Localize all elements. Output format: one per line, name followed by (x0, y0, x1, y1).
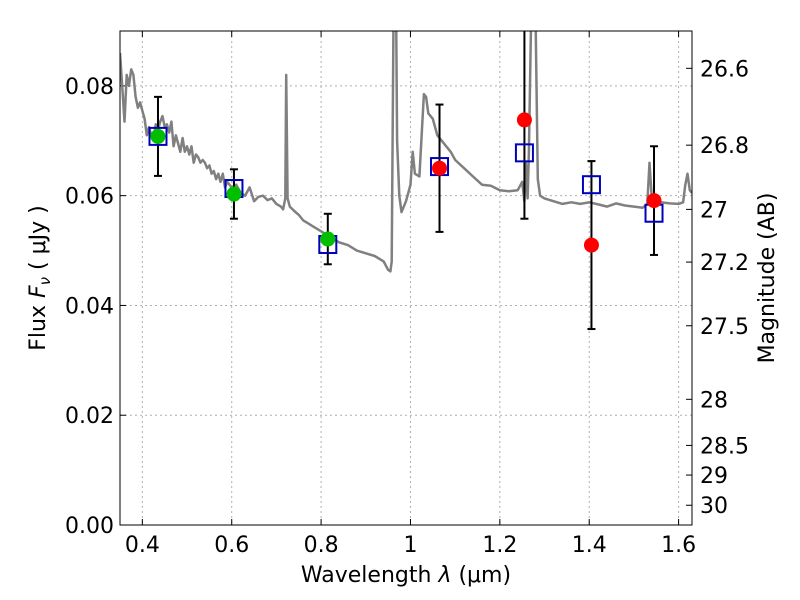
y2-tick-label: 27.5 (700, 315, 749, 340)
y2-tick-label: 28.5 (700, 434, 749, 459)
y-tick-label: 0.00 (65, 514, 114, 539)
y-axis-title-subscript: ν (36, 277, 54, 285)
optical-data-point (320, 231, 336, 247)
x-tick-label: 1.6 (661, 533, 696, 558)
model-square-marker (514, 143, 534, 163)
x-tick-label: 0.4 (125, 533, 160, 558)
y2-tick-label: 29 (700, 464, 728, 489)
y-axis-title-prefix: Flux (26, 305, 51, 351)
y2-tick-label: 27.2 (700, 251, 749, 276)
nir-data-point (583, 237, 599, 253)
x-axis-title-prefix: Wavelength (301, 563, 432, 588)
x-axis-title: Wavelength λ (μm) (301, 563, 511, 588)
y2-tick-label: 27 (700, 198, 728, 223)
model-square-marker (148, 126, 168, 146)
x-ticks: 0.4 0.6 0.8 1 1.2 1.4 1.6 (125, 31, 696, 558)
x-axis-title-unit: (μm) (458, 563, 511, 588)
y-axis-title: Flux Fν ( μJy ) (26, 205, 56, 350)
y2-tick-label: 26.8 (700, 134, 749, 159)
nir-data-point (516, 112, 532, 128)
y2-tick-label: 28 (700, 388, 728, 413)
nir-data-point (432, 160, 448, 176)
x-tick-label: 1.2 (482, 533, 517, 558)
x-tick-label: 0.8 (304, 533, 339, 558)
y2-tick-label: 26.6 (700, 57, 749, 82)
y-tick-label: 0.02 (65, 404, 114, 429)
y2-tick-label: 30 (700, 494, 728, 519)
y-tick-label: 0.08 (65, 75, 114, 100)
x-tick-label: 1 (403, 533, 417, 558)
x-axis-title-symbol: λ (437, 563, 451, 588)
model-square-marker (581, 175, 601, 195)
y-tick-label: 0.04 (65, 294, 114, 319)
optical-data-point (226, 186, 242, 202)
y-axis-title-symbol: F (26, 285, 51, 298)
y2-ticks: 26.6 26.8 27 27.2 27.5 28 28.5 29 30 (686, 57, 749, 519)
plot-frame (119, 30, 693, 526)
x-tick-label: 0.6 (214, 533, 249, 558)
y-tick-label: 0.06 (65, 185, 114, 210)
x-tick-label: 1.4 (572, 533, 607, 558)
spectrum-line (120, 31, 692, 273)
y-axis-title-unit: ( μJy ) (26, 205, 51, 270)
plot-area (120, 31, 692, 331)
y-ticks: 0.00 0.02 0.04 0.06 0.08 (65, 75, 126, 539)
grid (120, 31, 692, 525)
y2-axis-title: Magnitude (AB) (755, 193, 780, 364)
optical-data-point (150, 128, 166, 144)
plot-background (120, 31, 692, 525)
nir-data-point (646, 193, 662, 209)
